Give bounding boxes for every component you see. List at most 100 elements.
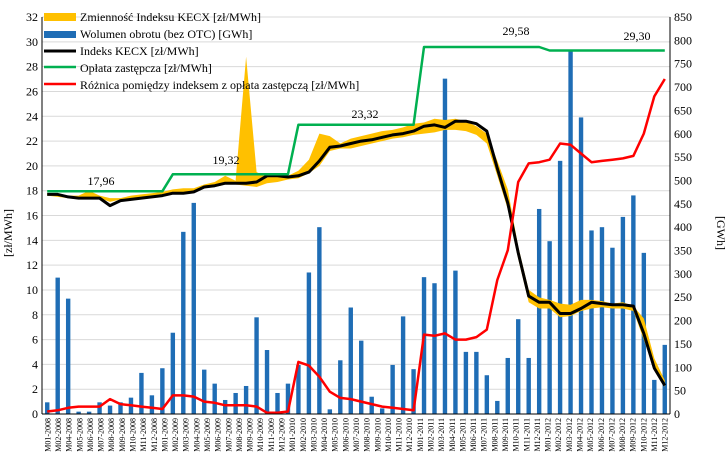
y-left-tick-label: 14 [26,233,38,247]
y-right-tick-label: 250 [674,290,692,304]
x-tick-label: M08-2011 [490,418,499,451]
volume-bar [233,392,238,414]
volume-bar [400,316,406,414]
x-tick-label: M12-2008 [150,418,159,452]
y-right-tick-label: 850 [674,10,692,24]
y-right-tick-label: 400 [674,220,692,234]
y-right-tick-label: 100 [674,360,692,374]
volume-bar [516,319,521,414]
y-left-tick-label: 32 [26,10,38,24]
volume-bar [568,49,573,414]
volume-bar [359,340,364,414]
x-tick-label: M04-2008 [65,418,74,452]
volume-bar [275,392,280,414]
annotation-2008: 17,96 [88,174,115,188]
x-tick-label: M11-2012 [650,418,659,451]
x-tick-label: M06-2011 [469,418,478,451]
x-tick-label: M07-2009 [224,418,233,452]
x-tick-label: M03-2011 [437,418,446,451]
y-left-tick-label: 28 [26,60,38,74]
volume-bar [474,351,479,414]
x-tick-label: M11-2008 [139,418,148,451]
x-tick-label: M10-2012 [639,418,648,452]
volume-bar [495,400,500,414]
x-tick-label: M01-2009 [160,418,169,452]
y-axis-left-title: [zł/MWh] [1,209,15,257]
x-tick-label: M07-2012 [607,418,616,452]
x-tick-label: M12-2009 [277,418,286,452]
x-tick-label: M09-2012 [629,418,638,452]
volume-bar [149,395,155,414]
y-right-tick-label: 350 [674,244,692,258]
y-left-tick-label: 4 [32,357,38,371]
y-right-tick-label: 50 [674,384,686,398]
y-left-tick-label: 6 [32,333,38,347]
x-tick-label: M10-2008 [128,418,137,452]
volume-bar [620,216,626,414]
volume-bar [170,332,176,414]
x-tick-label: M03-2010 [309,418,318,452]
x-tick-label: M08-2008 [107,418,116,452]
y-right-tick-label: 150 [674,337,692,351]
roznica-line [47,78,666,415]
y-left-tick-label: 2 [32,382,38,396]
x-tick-label: M05-2009 [203,418,212,452]
x-tick-label: M02-2012 [554,418,563,452]
x-tick-label: M01-2010 [288,418,297,452]
x-tick-label: M10-2010 [384,418,393,452]
y-right-tick-label: 200 [674,314,692,328]
legend: Zmienność Indeksu KECX [zł/MWh] Wolumen … [44,10,359,92]
y-left-tick-label: 22 [26,134,38,148]
x-tick-label: M06-2009 [214,418,223,452]
x-tick-label: M07-2011 [480,418,489,451]
volume-bar [118,402,123,414]
x-tick-label: M08-2012 [618,418,627,452]
annotation-2009: 19,32 [213,153,240,167]
volume-bar [191,202,196,414]
oplata-zastepcza-line [47,45,665,193]
volume-bar [599,227,605,414]
volume-bar [139,372,144,414]
gridlines [42,16,670,415]
legend-label-roznica: Różnica pomiędzy indeksem z opłata zastę… [80,78,359,92]
volume-bar [76,411,81,414]
volume-bar [484,375,490,414]
x-tick-label: M08-2010 [363,418,372,452]
x-tick-label: M11-2009 [267,418,276,451]
x-tick-label: M10-2011 [512,418,521,451]
y-left-tick-label: 20 [26,159,38,173]
y-right-tick-label: 700 [674,80,692,94]
x-tick-label: M12-2010 [405,418,414,452]
y-left-tick-label: 8 [32,308,38,322]
volume-bar [411,369,416,414]
volume-bar [536,208,542,414]
volume-bars [45,49,667,414]
x-tick-label: M05-2010 [331,418,340,452]
volume-bar [327,409,333,414]
axes: 0246810121416182022242628303205010015020… [26,10,692,452]
volume-bar [526,357,531,414]
volume-bar [254,317,259,414]
volume-bar [296,364,301,414]
volume-bar [348,307,353,414]
x-tick-label: M01-2012 [544,418,553,452]
volume-bar [662,344,667,414]
volume-bar [160,368,165,414]
kecx-index-line [47,119,667,387]
x-tick-label: M02-2009 [171,418,180,452]
volume-bar [463,351,469,414]
y-right-tick-label: 300 [674,267,692,281]
legend-swatch-bars [44,31,76,38]
volume-bar [589,230,594,414]
volume-bar [181,231,186,414]
volume-bar [55,277,60,414]
volume-bar [421,277,427,414]
volume-bar [107,405,113,414]
volume-bar [317,227,322,414]
volume-bar [212,383,217,414]
x-tick-label: M05-2008 [75,418,84,452]
y-right-tick-label: 550 [674,150,692,164]
x-tick-label: M11-2010 [395,418,404,451]
x-tick-label: M02-2008 [54,418,63,452]
y-left-tick-label: 12 [26,258,38,272]
